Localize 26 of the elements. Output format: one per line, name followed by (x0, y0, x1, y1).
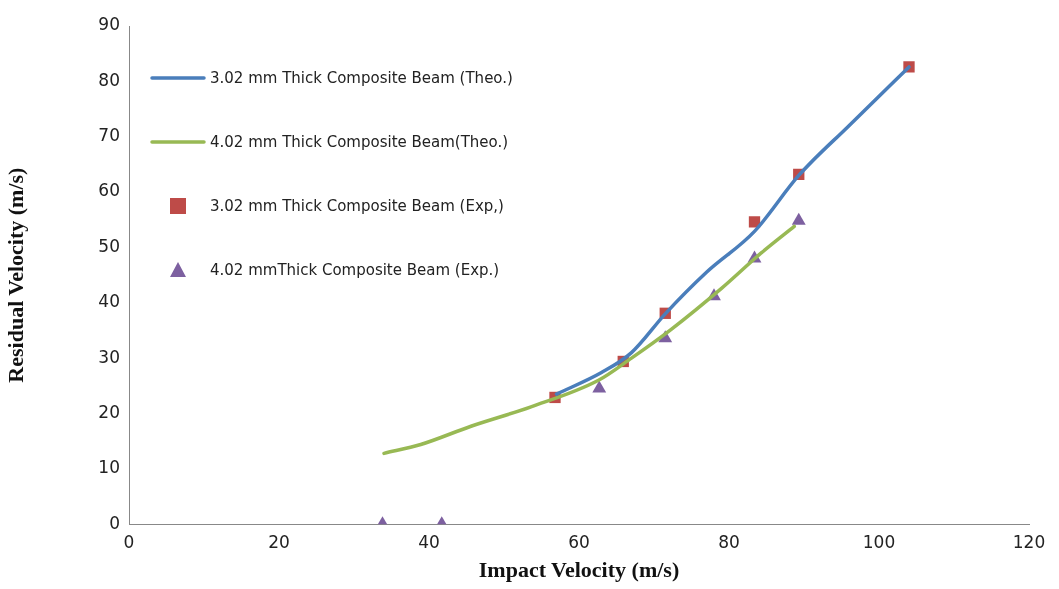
legend-label: 4.02 mmThick Composite Beam (Exp.) (210, 261, 500, 279)
point (592, 380, 607, 393)
x-tick-label: 20 (268, 531, 290, 552)
y-tick-label: 70 (98, 125, 120, 146)
x-tick-label: 80 (718, 531, 740, 552)
y-axis-title: Residual Velocity (m/s) (2, 167, 28, 383)
y-tick-label: 80 (98, 69, 120, 90)
point (748, 216, 761, 228)
x-tick-label: 120 (1012, 531, 1046, 552)
x-tick-label: 100 (862, 531, 896, 552)
legend-label: 3.02 mm Thick Composite Beam (Exp,) (210, 197, 504, 215)
y-tick-label: 60 (98, 180, 120, 201)
y-tick-label: 20 (98, 401, 120, 422)
legend-label: 3.02 mm Thick Composite Beam (Theo.) (210, 69, 513, 87)
legend-label: 4.02 mm Thick Composite Beam(Theo.) (210, 133, 509, 151)
y-tick-label: 50 (98, 235, 120, 256)
y-tick-label: 90 (98, 14, 120, 35)
y-tick-label: 0 (109, 512, 120, 533)
x-tick-label: 0 (123, 531, 135, 552)
y-tick-label: 30 (98, 346, 120, 367)
point (791, 212, 806, 225)
x-tick-label: 60 (568, 531, 590, 552)
y-tick-label: 40 (98, 291, 120, 312)
y-tick-label: 10 (98, 457, 120, 478)
x-tick-label: 40 (418, 531, 440, 552)
x-axis-title: Impact Velocity (m/s) (478, 557, 680, 583)
